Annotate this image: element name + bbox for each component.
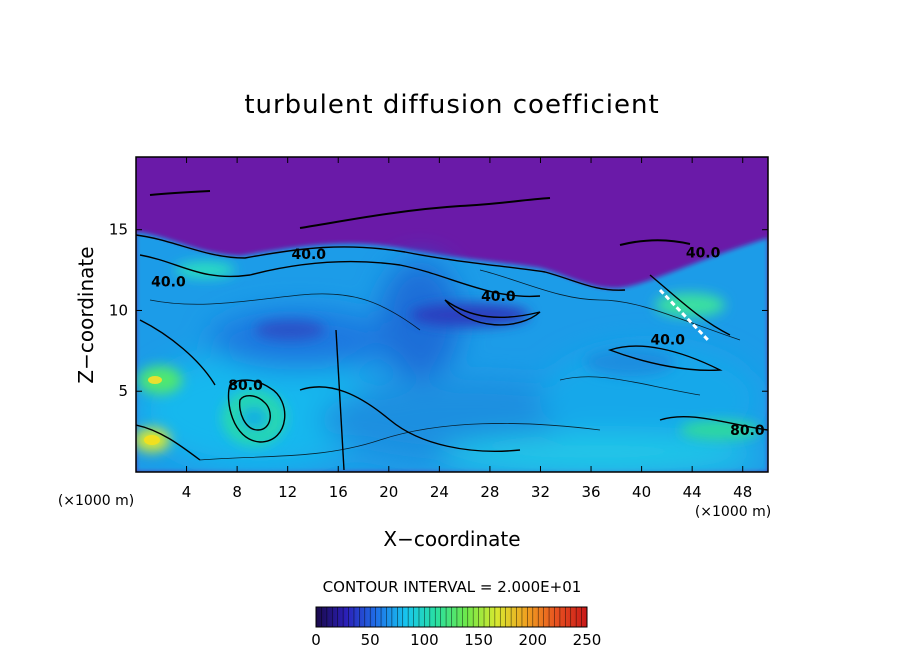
- contour-label: 80.0: [228, 378, 263, 394]
- contour-label: 40.0: [686, 245, 721, 261]
- x-tick-label: 16: [329, 483, 348, 501]
- x-tick-label: 12: [278, 483, 297, 501]
- colorbar-stripes: [321, 607, 582, 627]
- contour-label: 40.0: [481, 289, 516, 305]
- x-tick-label: 48: [733, 483, 752, 501]
- y-tick-label: 10: [109, 301, 128, 319]
- plot-frame: [135, 156, 769, 473]
- colorbar-tick-label: 200: [518, 631, 547, 649]
- colorbar-tick-label: 150: [464, 631, 493, 649]
- contour-interval-text: CONTOUR INTERVAL = 2.000E+01: [323, 578, 582, 596]
- chart-title: turbulent diffusion coefficient: [244, 90, 659, 120]
- contour-labels: 40.0 40.0 40.0 40.0 40.0 80.0 80.0: [151, 245, 765, 439]
- colorbar-tick-label: 100: [410, 631, 439, 649]
- colorbar-tick-label: 50: [361, 631, 380, 649]
- y-axis-ticks: 5 10 15: [109, 221, 768, 400]
- x-axis-ticks: 4 8 12 16 20 24 28 32 36 40 44 48: [182, 157, 752, 501]
- y-axis-label: Z−coordinate: [74, 246, 98, 383]
- contour-label: 40.0: [151, 274, 186, 290]
- contour-label: 40.0: [291, 247, 326, 263]
- contour-label: 40.0: [650, 333, 685, 349]
- x-unit-left: (×1000 m): [58, 493, 134, 509]
- x-tick-label: 4: [182, 483, 192, 501]
- y-tick-label: 15: [109, 221, 128, 239]
- x-tick-label: 24: [430, 483, 449, 501]
- x-tick-label: 40: [632, 483, 651, 501]
- x-unit-right: (×1000 m): [695, 504, 771, 520]
- colorbar-ticks: 0 50 100 150 200 250: [311, 631, 601, 649]
- heatmap-field: [136, 157, 768, 472]
- x-tick-label: 20: [379, 483, 398, 501]
- y-tick-label: 5: [118, 382, 128, 400]
- x-axis-label: X−coordinate: [383, 527, 520, 551]
- contour-label: 80.0: [730, 423, 765, 439]
- x-tick-label: 28: [480, 483, 499, 501]
- x-tick-label: 8: [232, 483, 242, 501]
- colorbar-tick-label: 0: [311, 631, 321, 649]
- x-tick-label: 36: [581, 483, 600, 501]
- x-tick-label: 44: [683, 483, 702, 501]
- x-tick-label: 32: [531, 483, 550, 501]
- colorbar-tick-label: 250: [573, 631, 602, 649]
